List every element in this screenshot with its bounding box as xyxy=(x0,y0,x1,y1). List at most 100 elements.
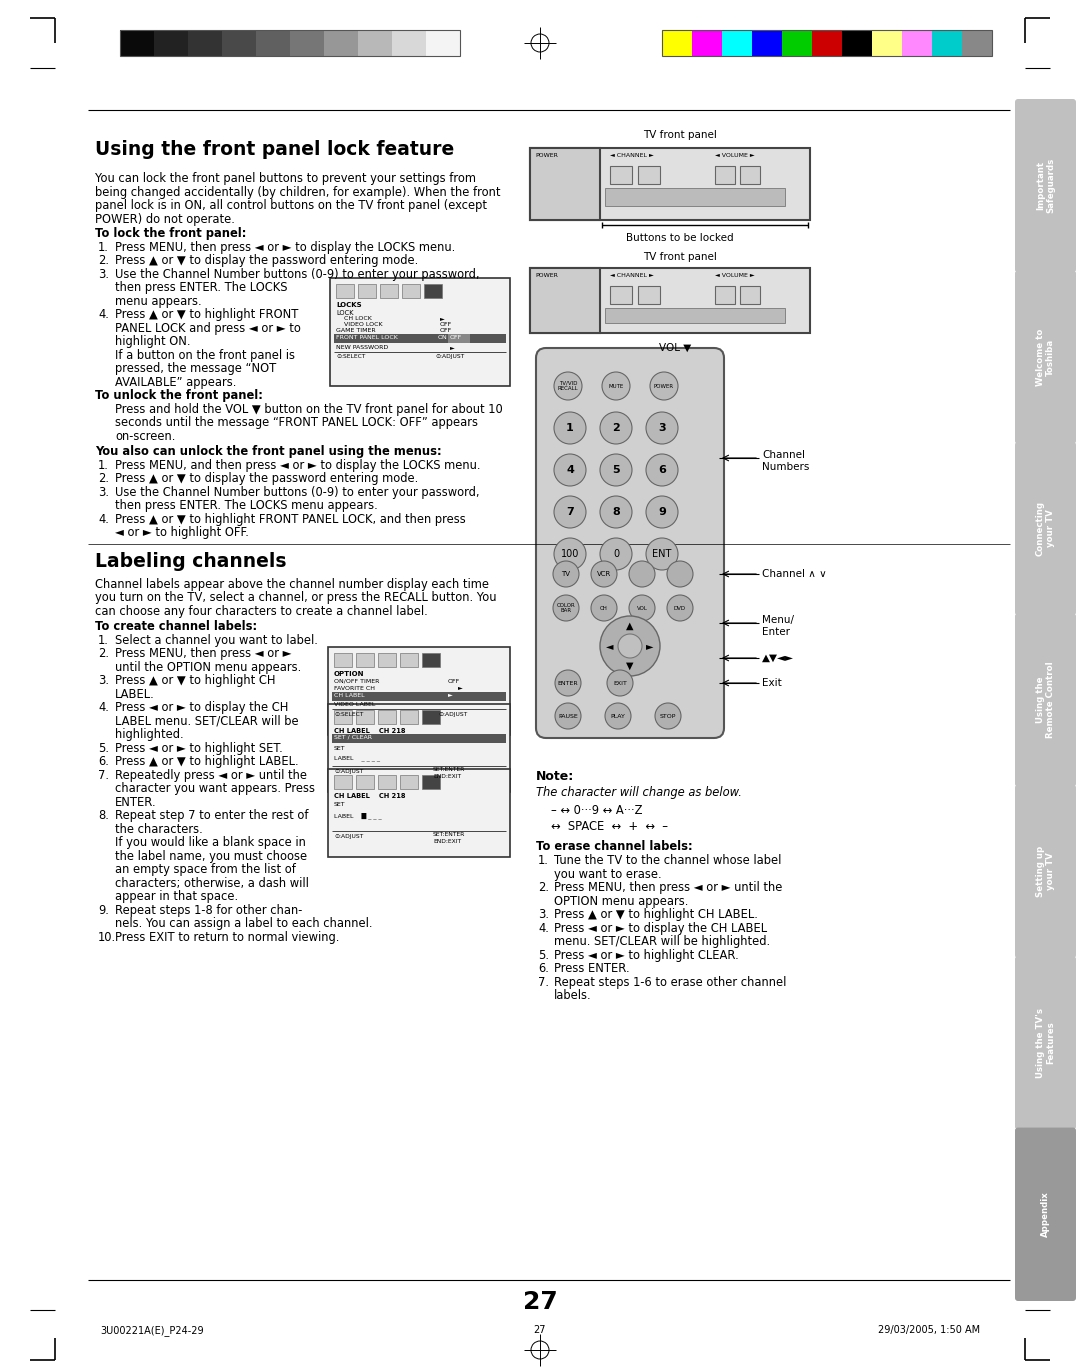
Text: Press ◄ or ► to display the CH LABEL: Press ◄ or ► to display the CH LABEL xyxy=(554,922,767,934)
Text: 29/03/2005, 1:50 AM: 29/03/2005, 1:50 AM xyxy=(878,1325,980,1334)
Circle shape xyxy=(629,560,654,586)
Bar xyxy=(715,286,735,304)
Text: 3.: 3. xyxy=(98,674,109,686)
Text: ↔  SPACE  ↔  +  ↔  –: ↔ SPACE ↔ + ↔ – xyxy=(551,821,669,833)
Text: Use the Channel Number buttons (0-9) to enter your password,: Use the Channel Number buttons (0-9) to … xyxy=(114,485,480,499)
Text: 3U00221A(E)_P24-29: 3U00221A(E)_P24-29 xyxy=(100,1325,204,1336)
Text: on-screen.: on-screen. xyxy=(114,430,175,443)
Circle shape xyxy=(600,616,660,675)
Bar xyxy=(962,30,993,56)
Text: 10.: 10. xyxy=(98,930,117,944)
Text: Press ◄ or ► to display the CH: Press ◄ or ► to display the CH xyxy=(114,701,288,714)
Text: ◄ VOLUME ►: ◄ VOLUME ► xyxy=(715,153,755,158)
Bar xyxy=(328,769,510,856)
Text: CH LABEL    CH 218: CH LABEL CH 218 xyxy=(334,792,405,799)
Text: Press ENTER.: Press ENTER. xyxy=(554,962,630,975)
Text: you turn on the TV, select a channel, or press the RECALL button. You: you turn on the TV, select a channel, or… xyxy=(95,590,497,604)
Text: ON/OFF TIMER: ON/OFF TIMER xyxy=(334,678,379,684)
Text: You can lock the front panel buttons to prevent your settings from: You can lock the front panel buttons to … xyxy=(95,173,476,185)
Text: CH LOCK: CH LOCK xyxy=(345,316,372,321)
Text: ⊙:ADJUST: ⊙:ADJUST xyxy=(438,711,468,717)
Text: 3.: 3. xyxy=(538,908,549,921)
Text: ◄ CHANNEL ►: ◄ CHANNEL ► xyxy=(610,273,653,278)
Text: the characters.: the characters. xyxy=(114,822,203,836)
Text: LABEL    █ _ _ _: LABEL █ _ _ _ xyxy=(334,812,381,819)
Text: OFF: OFF xyxy=(450,336,462,340)
Text: Menu/
Enter: Menu/ Enter xyxy=(762,615,794,637)
Circle shape xyxy=(646,412,678,444)
Text: seconds until the message “FRONT PANEL LOCK: OFF” appears: seconds until the message “FRONT PANEL L… xyxy=(114,416,478,429)
Text: Exit: Exit xyxy=(762,678,782,688)
Circle shape xyxy=(600,538,632,570)
Text: Press ◄ or ► to highlight CLEAR.: Press ◄ or ► to highlight CLEAR. xyxy=(554,948,739,962)
Text: EXIT: EXIT xyxy=(613,681,626,685)
Text: OFF: OFF xyxy=(440,327,453,333)
FancyBboxPatch shape xyxy=(1015,956,1076,1130)
Text: labels.: labels. xyxy=(554,989,592,1001)
Text: ⊙:ADJUST: ⊙:ADJUST xyxy=(334,833,363,838)
Text: ENTER.: ENTER. xyxy=(114,796,157,808)
Bar xyxy=(932,30,962,56)
Text: 2.: 2. xyxy=(98,473,109,485)
Text: being changed accidentally (by children, for example). When the front: being changed accidentally (by children,… xyxy=(95,185,500,199)
Circle shape xyxy=(600,412,632,444)
Text: 7.: 7. xyxy=(538,975,549,989)
FancyBboxPatch shape xyxy=(1015,785,1076,958)
Text: GAME TIMER: GAME TIMER xyxy=(336,327,376,333)
FancyBboxPatch shape xyxy=(1015,270,1076,444)
Bar xyxy=(357,30,392,56)
Bar xyxy=(740,286,760,304)
Text: 27: 27 xyxy=(523,1291,557,1314)
Text: pressed, the message “NOT: pressed, the message “NOT xyxy=(114,362,276,375)
Bar xyxy=(782,30,812,56)
Bar xyxy=(378,774,396,789)
Text: ►: ► xyxy=(646,641,653,651)
Bar xyxy=(356,652,374,666)
Bar xyxy=(740,166,760,184)
Bar xyxy=(291,30,324,56)
Text: 4.: 4. xyxy=(98,308,109,321)
Text: To lock the front panel:: To lock the front panel: xyxy=(95,227,246,240)
Text: The character will change as below.: The character will change as below. xyxy=(536,786,742,799)
Bar xyxy=(752,30,782,56)
Text: 27: 27 xyxy=(534,1325,546,1334)
Circle shape xyxy=(650,373,678,400)
Text: Press and hold the VOL ▼ button on the TV front panel for about 10: Press and hold the VOL ▼ button on the T… xyxy=(114,403,503,415)
Text: POWER: POWER xyxy=(535,153,558,158)
Text: You also can unlock the front panel using the menus:: You also can unlock the front panel usin… xyxy=(95,445,442,458)
Text: PANEL LOCK and press ◄ or ► to: PANEL LOCK and press ◄ or ► to xyxy=(114,322,301,334)
Bar xyxy=(332,692,507,700)
Bar xyxy=(334,710,352,723)
Circle shape xyxy=(554,412,586,444)
Text: Select a channel you want to label.: Select a channel you want to label. xyxy=(114,633,318,647)
Text: the label name, you must choose: the label name, you must choose xyxy=(114,849,307,863)
Text: 4.: 4. xyxy=(98,512,109,526)
Text: 3.: 3. xyxy=(98,485,109,499)
Text: Press ▲ or ▼ to highlight LABEL.: Press ▲ or ▼ to highlight LABEL. xyxy=(114,755,299,769)
Bar xyxy=(400,652,418,666)
Text: you want to erase.: you want to erase. xyxy=(554,867,662,881)
Bar xyxy=(530,269,810,333)
Bar xyxy=(715,166,735,184)
Bar xyxy=(400,774,418,789)
Text: TV/VID
RECALL: TV/VID RECALL xyxy=(557,381,578,392)
Bar xyxy=(723,30,752,56)
Bar xyxy=(334,774,352,789)
Text: Repeat steps 1-8 for other chan-: Repeat steps 1-8 for other chan- xyxy=(114,903,302,917)
Circle shape xyxy=(646,538,678,570)
Text: OFF: OFF xyxy=(440,322,453,327)
Text: Channel
Numbers: Channel Numbers xyxy=(762,449,809,471)
Text: character you want appears. Press: character you want appears. Press xyxy=(114,782,315,795)
Text: menu appears.: menu appears. xyxy=(114,295,202,307)
Bar xyxy=(324,30,357,56)
Text: Appendix: Appendix xyxy=(1041,1192,1050,1237)
Bar xyxy=(330,278,510,386)
Text: VOL: VOL xyxy=(636,606,647,611)
Bar xyxy=(422,774,440,789)
Text: Connecting
your TV: Connecting your TV xyxy=(1036,501,1055,556)
Text: ►: ► xyxy=(450,345,455,349)
Text: Press EXIT to return to normal viewing.: Press EXIT to return to normal viewing. xyxy=(114,930,339,944)
Text: appear in that space.: appear in that space. xyxy=(114,890,238,903)
Bar xyxy=(378,710,396,723)
Text: SET / CLEAR: SET / CLEAR xyxy=(334,734,372,740)
